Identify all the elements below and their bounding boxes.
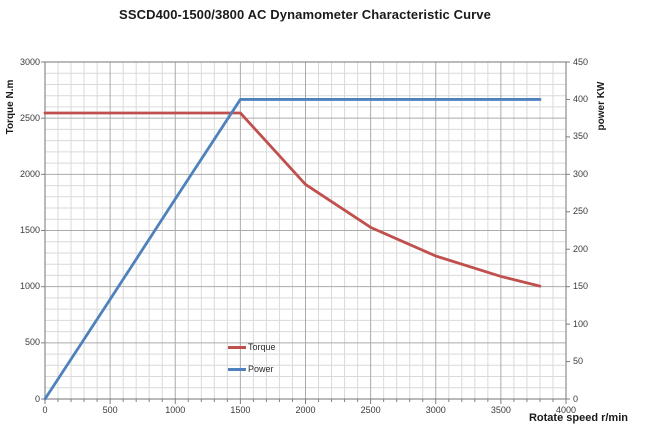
y-right-tick-label: 200 bbox=[573, 243, 589, 254]
x-tick-label: 500 bbox=[102, 405, 118, 415]
x-tick-label: 1000 bbox=[165, 405, 186, 415]
y-left-tick-label: 2500 bbox=[19, 112, 40, 123]
y-left-tick-label: 0 bbox=[34, 393, 40, 404]
x-tick-label: 2000 bbox=[295, 405, 316, 415]
x-tick-label: 0 bbox=[42, 405, 48, 415]
y-right-tick-label: 250 bbox=[573, 206, 589, 217]
x-tick-label: 1500 bbox=[230, 405, 251, 415]
y-axis-right-title: power KW bbox=[596, 81, 607, 131]
x-axis-title: Rotate speed r/min bbox=[528, 412, 628, 424]
legend-label-power: Power bbox=[248, 364, 274, 374]
y-right-tick-label: 400 bbox=[573, 93, 589, 104]
chart-title: SSCD400-1500/3800 AC Dynamometer Charact… bbox=[119, 7, 491, 22]
x-tick-label: 4000 bbox=[555, 405, 577, 415]
y-right-tick-label: 50 bbox=[573, 356, 584, 367]
power-line bbox=[43, 98, 542, 401]
legend-label-torque: Torque bbox=[248, 342, 276, 352]
y-axis-left-title: Torque N.m bbox=[5, 79, 16, 135]
y-right-tick-label: 450 bbox=[573, 56, 589, 67]
y-right-tick-label: 100 bbox=[573, 318, 589, 329]
chart-legend: Torque Power bbox=[228, 341, 276, 385]
legend-item-power: Power bbox=[228, 363, 276, 375]
x-tick-label: 2500 bbox=[360, 405, 381, 415]
legend-item-torque: Torque bbox=[228, 341, 276, 353]
y-right-tick-label: 150 bbox=[573, 281, 589, 292]
power-line-swatch bbox=[228, 367, 246, 371]
y-right-tick-label: 0 bbox=[573, 393, 579, 404]
y-left-tick-label: 3000 bbox=[19, 56, 40, 67]
y-right-tick-label: 350 bbox=[573, 131, 589, 142]
torque-line bbox=[43, 111, 542, 288]
x-tick-label: 3000 bbox=[425, 405, 446, 415]
torque-line-swatch bbox=[228, 345, 246, 349]
y-left-tick-label: 2000 bbox=[19, 168, 40, 179]
y-right-tick-label: 300 bbox=[573, 168, 589, 179]
x-tick-label: 3500 bbox=[490, 405, 511, 415]
y-left-tick-label: 1000 bbox=[19, 281, 40, 292]
y-left-tick-label: 1500 bbox=[19, 225, 40, 235]
y-left-tick-label: 500 bbox=[24, 337, 40, 348]
